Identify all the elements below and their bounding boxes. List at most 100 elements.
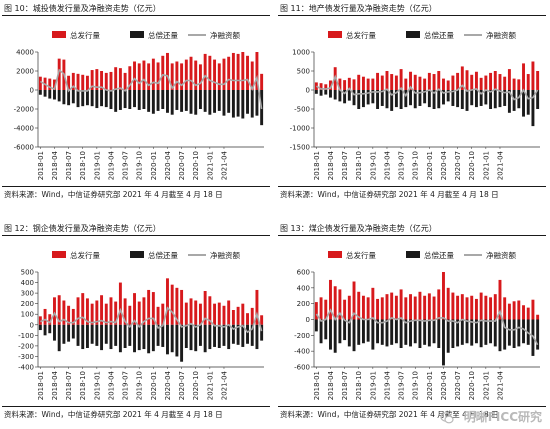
bar-repay (437, 90, 441, 109)
bar-issue (536, 314, 540, 320)
bar-issue (95, 300, 99, 325)
bar-repay (137, 90, 141, 110)
bar-issue (489, 297, 493, 320)
bar-issue (142, 297, 146, 325)
bar-issue (250, 61, 254, 90)
bar-repay (241, 324, 245, 347)
bar-issue (357, 74, 361, 90)
bar-issue (493, 71, 497, 90)
bar-repay (394, 319, 398, 344)
x-tick-label: 2019-07 (122, 151, 130, 180)
bar-repay (343, 90, 347, 104)
bar-issue (90, 70, 94, 90)
bar-repay (184, 90, 188, 111)
bar-repay (427, 90, 431, 108)
x-tick-label: 2018-01 (37, 371, 45, 400)
chart-title: 图 12：钢企债发行量及净融资走势（亿元） (4, 224, 161, 233)
bar-repay (357, 90, 361, 109)
y-tick-label: -2000 (14, 106, 34, 114)
x-tick-label: 2019-07 (398, 371, 406, 400)
bar-issue (151, 292, 155, 325)
bar-repay (213, 90, 217, 113)
bar-issue (371, 78, 375, 90)
bar-issue (366, 78, 370, 90)
bar-repay (503, 319, 507, 350)
bar-issue (347, 295, 351, 320)
chart-panel-1: 图 10：城投债发行量及净融资走势（亿元） 总发行量 总偿还量 净融资额 4000 20… (2, 2, 272, 204)
bar-repay (85, 90, 89, 106)
bar-repay (352, 90, 356, 106)
bar-issue (394, 75, 398, 90)
x-tick-label: 2018-04 (51, 150, 59, 180)
x-tick-label: 2019-10 (412, 371, 420, 400)
bar-repay (156, 324, 160, 346)
bar-issue (189, 298, 193, 325)
bar-repay (180, 90, 184, 112)
bar-issue (142, 60, 146, 90)
bar-repay (250, 324, 254, 346)
bar-issue (536, 71, 540, 90)
bar-issue (507, 303, 511, 320)
bar-issue (460, 294, 464, 320)
bar-repay (104, 324, 108, 344)
title-rule (278, 235, 546, 236)
x-tick-label: 2021-01 (482, 151, 490, 180)
bar-issue (48, 314, 52, 325)
y-tick-label: -600 (294, 364, 310, 372)
bar-issue (194, 60, 198, 90)
bar-repay (81, 324, 85, 350)
title-rule (2, 15, 270, 16)
bar-repay (432, 90, 436, 109)
bar-issue (114, 67, 118, 90)
bar-issue (71, 72, 75, 90)
bar-repay (147, 90, 151, 112)
bar-repay (250, 90, 254, 118)
bar-issue (166, 52, 169, 90)
x-tick-label: 2018-01 (313, 371, 321, 400)
bar-issue (109, 297, 113, 325)
x-tick-label: 2019-10 (136, 151, 144, 180)
bar-issue (100, 295, 104, 325)
bar-repay (333, 90, 337, 100)
bar-issue (404, 297, 408, 320)
bar-issue (319, 83, 323, 90)
legend-label: 净融资额 (210, 30, 240, 40)
bar-repay (170, 324, 174, 353)
bar-issue (156, 306, 160, 325)
bar-issue (512, 78, 516, 90)
x-tick-label: 2019-04 (383, 370, 391, 400)
bar-issue (427, 72, 431, 90)
bar-repay (227, 324, 231, 350)
bar-issue (198, 303, 202, 325)
bar-issue (376, 72, 380, 90)
legend-swatch (328, 251, 342, 258)
bar-issue (57, 295, 61, 325)
chart-source: 资料来源：Wind，中信证券研究部 2021 年 4 月截至 4 月 18 日 (4, 190, 223, 199)
bar-repay (43, 324, 47, 336)
bar-repay (128, 324, 132, 346)
bar-repay (43, 90, 47, 97)
bar-issue (451, 75, 455, 90)
bar-repay (343, 319, 347, 341)
y-tick-label: -200 (294, 332, 310, 340)
bar-repay (432, 319, 436, 344)
bar-repay (189, 324, 193, 351)
bar-repay (479, 319, 483, 348)
bar-repay (409, 90, 412, 106)
bar-issue (479, 292, 483, 320)
bar-issue (531, 299, 535, 320)
bar-issue (104, 303, 108, 325)
y-tick-label: 600 (297, 269, 310, 277)
x-tick-label: 2019-07 (122, 371, 130, 400)
bar-repay (329, 319, 332, 350)
x-tick-label: 2019-07 (398, 151, 406, 180)
bar-repay (57, 90, 61, 102)
chart-panel-4: 图 13：煤企债发行量及净融资走势（亿元） 总发行量 总偿还量 净融资额 600 400… (278, 222, 548, 424)
bar-repay (227, 90, 231, 113)
bar-issue (423, 78, 427, 90)
x-tick-label: 2020-07 (454, 151, 462, 180)
bar-repay (347, 90, 351, 101)
y-tick-label: -4000 (14, 125, 34, 133)
bar-repay (208, 324, 212, 350)
bar-issue (465, 297, 469, 320)
